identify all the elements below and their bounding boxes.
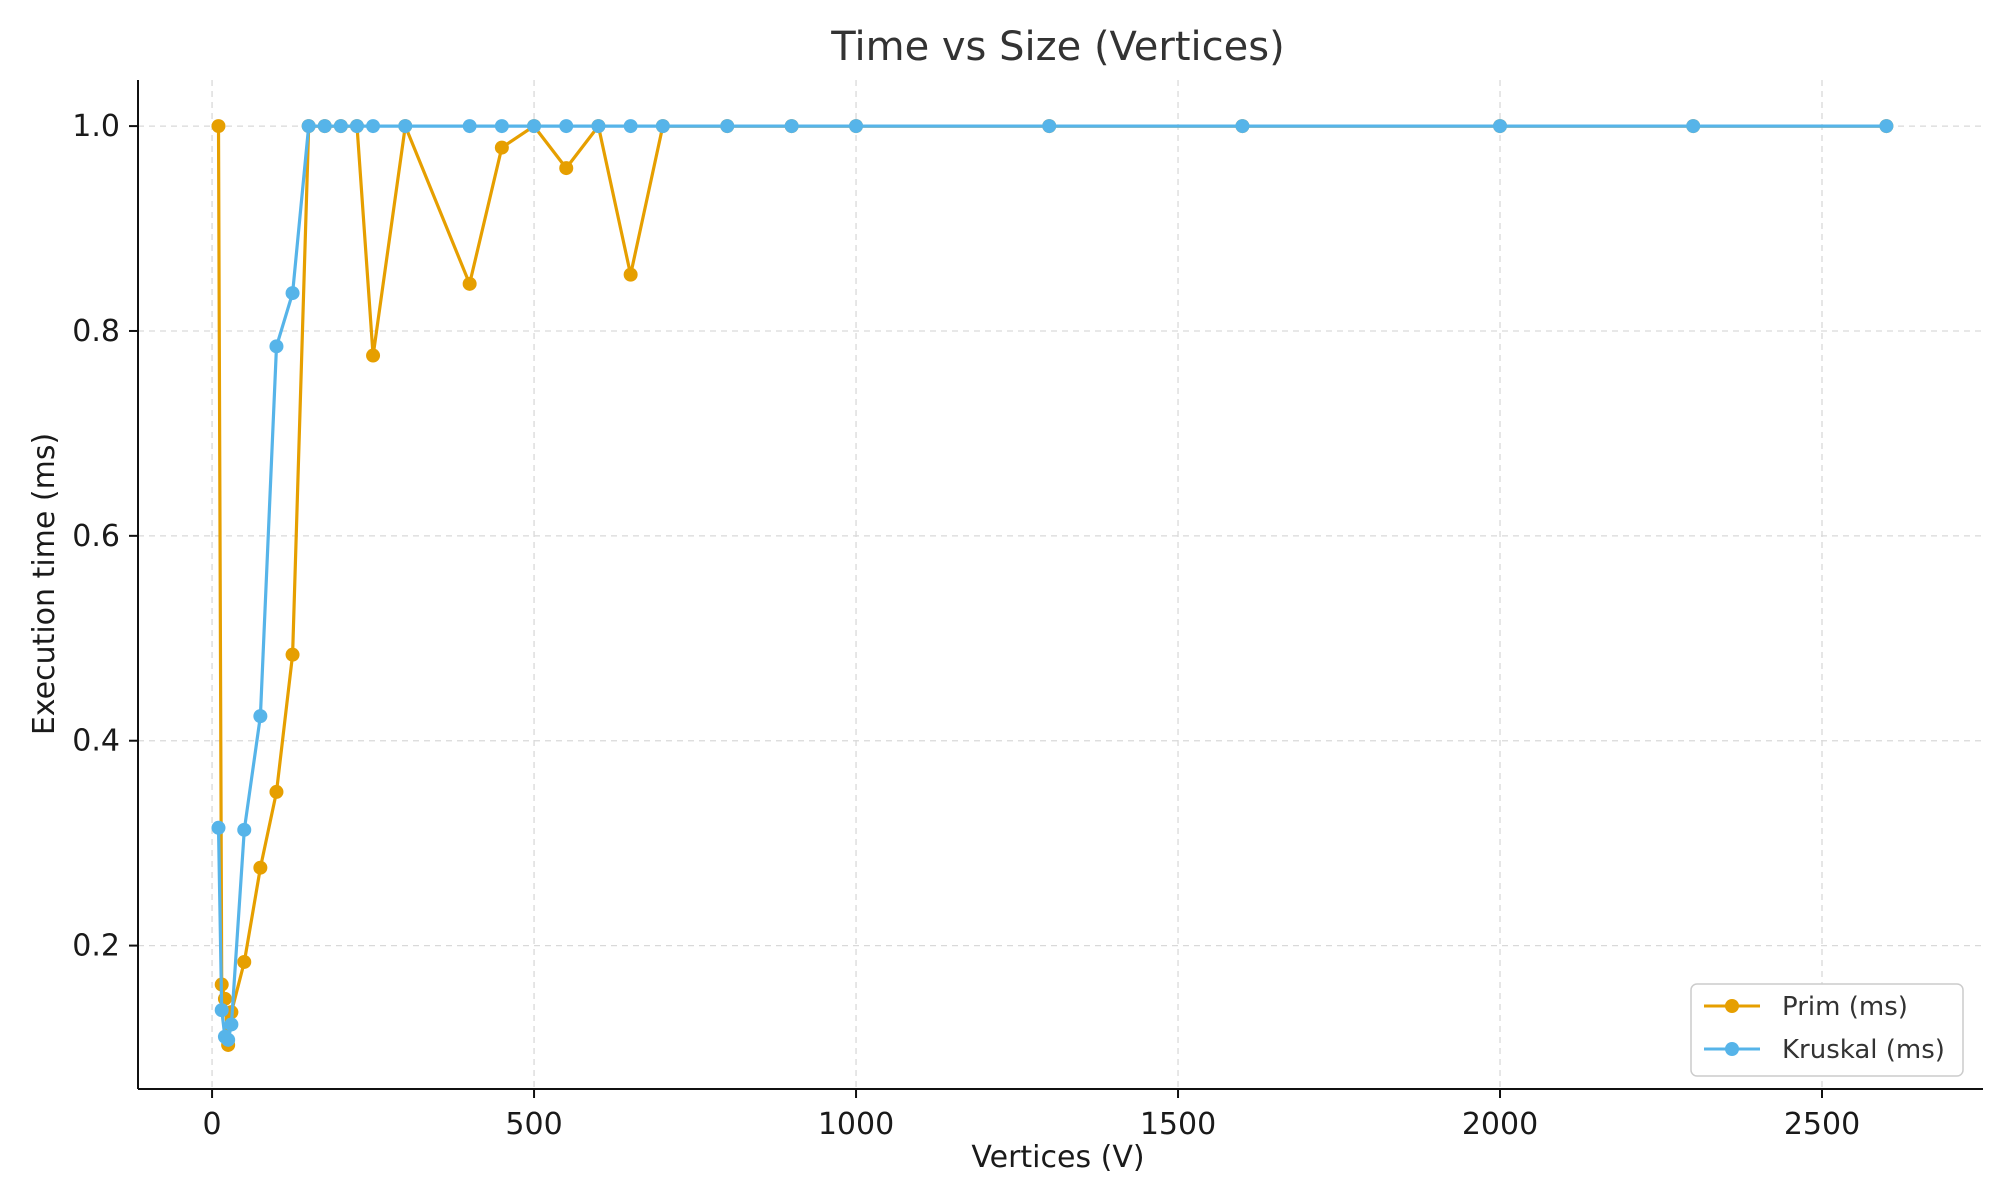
series-line [216, 124, 1887, 1047]
data-point [559, 161, 574, 176]
data-point [317, 119, 332, 134]
x-tick-label: 1000 [818, 1107, 894, 1142]
series-prim [211, 119, 1894, 1052]
legend-kruskal-marker [1725, 1042, 1739, 1056]
legend-kruskal-label: Kruskal (ms) [1782, 1035, 1945, 1065]
axes [137, 80, 1983, 1090]
data-point [253, 709, 268, 724]
data-point [527, 119, 542, 134]
data-point [494, 140, 509, 155]
y-tick-label: 0.8 [72, 314, 120, 349]
data-point [269, 339, 284, 354]
data-point [720, 119, 735, 134]
data-point [366, 119, 381, 134]
data-point [1042, 119, 1057, 134]
data-point [237, 822, 252, 837]
data-point [269, 784, 284, 799]
series-kruskal [211, 119, 1894, 1047]
data-point [1879, 119, 1894, 134]
x-axis-label: Vertices (V) [971, 1140, 1144, 1175]
data-point [462, 119, 477, 134]
data-point [366, 348, 381, 363]
data-point [285, 647, 300, 662]
data-point [349, 119, 364, 134]
x-tick-label: 2500 [1784, 1107, 1860, 1142]
data-point [333, 119, 348, 134]
y-axis-label: Execution time (ms) [27, 433, 62, 735]
data-point [591, 119, 606, 134]
data-point [623, 267, 638, 282]
ticks: 0 500 1000 1500 2000 2500 0.2 0.4 0.6 0.8 1.0 [72, 109, 1860, 1142]
data-point [398, 119, 413, 134]
data-point [214, 1003, 229, 1018]
data-point [211, 820, 226, 835]
data-point [211, 119, 226, 134]
y-tick-label: 1.0 [72, 109, 120, 144]
data-point [849, 119, 864, 134]
data-point [494, 119, 509, 134]
data-point [301, 119, 316, 134]
y-tick-label: 0.4 [72, 724, 120, 759]
x-tick-label: 500 [505, 1107, 562, 1142]
data-point [559, 119, 574, 134]
legend-prim-label: Prim (ms) [1782, 992, 1908, 1022]
x-tick-label: 1500 [1140, 1107, 1216, 1142]
data-point [285, 286, 300, 301]
data-point [462, 276, 477, 291]
series-layer [211, 119, 1894, 1052]
data-point [237, 954, 252, 969]
data-point [655, 119, 670, 134]
x-tick-label: 0 [203, 1107, 222, 1142]
y-tick-label: 0.2 [72, 929, 120, 964]
grid [138, 80, 1983, 1089]
data-point [221, 1032, 236, 1047]
x-tick-label: 2000 [1462, 1107, 1538, 1142]
legend: Prim (ms) Kruskal (ms) [1690, 983, 1964, 1077]
legend-prim-marker [1725, 999, 1739, 1013]
data-point [224, 1017, 239, 1032]
y-tick-label: 0.6 [72, 519, 120, 554]
data-point [1493, 119, 1508, 134]
data-point [784, 119, 799, 134]
data-point [1235, 119, 1250, 134]
chart-title: Time vs Size (Vertices) [830, 24, 1284, 70]
series-line [216, 124, 1887, 1042]
data-point [253, 860, 268, 875]
data-point [623, 119, 638, 134]
data-point [1686, 119, 1701, 134]
